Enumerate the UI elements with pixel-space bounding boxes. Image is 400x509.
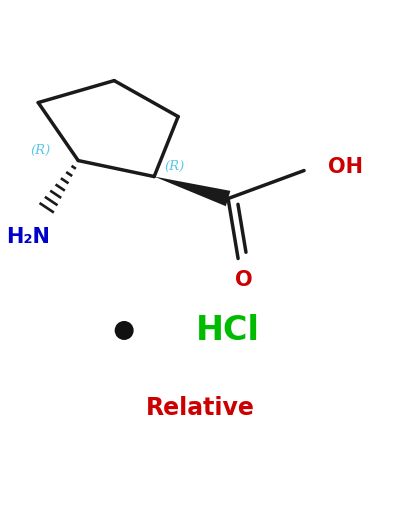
Polygon shape	[154, 177, 230, 206]
Text: OH: OH	[328, 157, 363, 177]
Text: (R): (R)	[164, 160, 184, 173]
Text: Relative: Relative	[146, 397, 254, 420]
Circle shape	[115, 322, 133, 340]
Text: (R): (R)	[30, 144, 50, 157]
Text: O: O	[235, 270, 253, 291]
Text: H₂N: H₂N	[6, 227, 50, 246]
Text: HCl: HCl	[196, 314, 260, 347]
